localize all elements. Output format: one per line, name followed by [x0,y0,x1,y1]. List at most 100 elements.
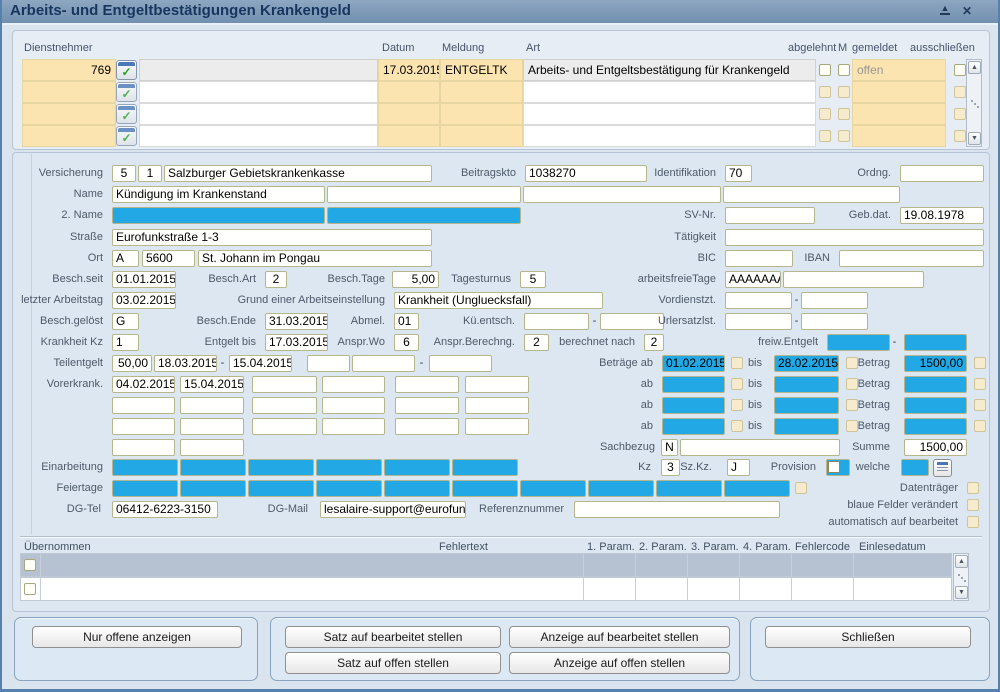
beschseit-field[interactable]: 01.01.2015 [112,271,176,288]
einarbeitung-field[interactable] [112,459,178,476]
sachbezug-kz-field[interactable]: N [661,439,678,456]
schliessen-button[interactable]: Schließen [765,626,971,648]
zname-field-2[interactable] [327,207,521,224]
blaue-felder-checkbox[interactable] [967,499,979,511]
error-table-scrollbar[interactable]: ▲ ▼ [953,553,969,601]
grid-scrollbar[interactable]: ▲ ▼ [966,59,982,147]
kuentsch-von-field[interactable] [524,313,589,330]
versicherung-name-field[interactable]: Salzburger Gebietskrankenkasse [164,165,432,182]
identifikation-field[interactable]: 70 [725,165,752,182]
error-table-row[interactable] [20,553,952,577]
beitragskto-field[interactable]: 1038270 [525,165,647,182]
row-datum[interactable] [378,125,440,147]
row-name-cell[interactable] [139,103,378,125]
einarbeitung-field[interactable] [248,459,314,476]
ort-land-field[interactable]: A [112,250,139,267]
feiertage-field[interactable] [656,480,722,497]
betrag-checkbox-2[interactable] [974,378,986,390]
betrag-checkbox-3[interactable] [974,399,986,411]
vorerkrank-field[interactable] [180,418,244,435]
szkz-field[interactable]: J [727,459,750,476]
teilentgelt2-prozent-field[interactable] [307,355,350,372]
row-meldung[interactable] [440,81,523,103]
betraege-bis-checkbox-1[interactable] [846,357,858,369]
anspr-berechng-field[interactable]: 2 [524,334,549,351]
grund-field[interactable]: Krankheit (Ungluecksfall) [394,292,603,309]
betraege-ab-checkbox-2[interactable] [731,378,743,390]
satz-auf-offen-button[interactable]: Satz auf offen stellen [285,652,501,674]
row-dienstnehmer[interactable]: 769 [22,59,116,81]
kz-field[interactable]: 3 [661,459,680,476]
maximize-icon[interactable]: ▲ [940,3,950,15]
urlersatzlst-bis-field[interactable] [801,313,868,330]
teilentgelt-von-field[interactable]: 18.03.2015 [154,355,217,372]
vorerkrank-field[interactable] [322,397,385,414]
beschart-field[interactable]: 2 [265,271,287,288]
vorerkrank-field[interactable]: 15.04.2015 [180,376,244,393]
row-name-cell[interactable] [139,59,378,81]
feiertage-field[interactable] [384,480,450,497]
vorerkrank-field[interactable] [252,418,317,435]
vorerkrank-field[interactable] [395,376,459,393]
anspr-wo-field[interactable]: 6 [394,334,419,351]
vorerkrank-field[interactable] [322,418,385,435]
betraege-ab-field-1[interactable]: 01.02.2015 [662,355,725,372]
betraege-bis-field-4[interactable] [774,418,839,435]
row-datum[interactable] [378,81,440,103]
teilentgelt-prozent-field[interactable]: 50,00 [112,355,152,372]
vorerkrank-field[interactable] [112,418,175,435]
datentraeger-checkbox[interactable] [967,482,979,494]
betraege-bis-field-1[interactable]: 28.02.2015 [774,355,839,372]
satz-auf-bearbeitet-button[interactable]: Satz auf bearbeitet stellen [285,626,501,648]
ausschliessen-checkbox[interactable] [954,64,966,76]
ort-name-field[interactable]: St. Johann im Pongau [198,250,432,267]
teilentgelt-bis-field[interactable]: 15.04.2015 [229,355,292,372]
betraege-ab-field-3[interactable] [662,397,725,414]
ordng-field[interactable] [900,165,984,182]
vorerkrank-field[interactable] [395,397,459,414]
record-check-icon[interactable]: ✓ [116,104,137,124]
name-field-2[interactable] [327,186,521,203]
uebernommen-checkbox[interactable] [24,559,36,571]
sachbezug-text-field[interactable] [680,439,840,456]
row-art[interactable] [523,81,816,103]
row-dienstnehmer[interactable] [22,81,116,103]
feiertage-field[interactable] [452,480,518,497]
krankheit-kz-field[interactable]: 1 [112,334,139,351]
urlersatzlst-von-field[interactable] [725,313,792,330]
zname-field-1[interactable] [112,207,325,224]
row-name-cell[interactable] [139,81,378,103]
betraege-ab-field-4[interactable] [662,418,725,435]
row-gemeldet[interactable] [852,103,946,125]
row-dienstnehmer[interactable] [22,103,116,125]
row-gemeldet[interactable] [852,81,946,103]
vorerkrank-field[interactable] [180,397,244,414]
versicherung-field-1[interactable]: 5 [112,165,136,182]
row-gemeldet[interactable] [852,125,946,147]
betraege-bis-checkbox-3[interactable] [846,399,858,411]
betraege-ab-checkbox-4[interactable] [731,420,743,432]
einarbeitung-field[interactable] [452,459,518,476]
berechnet-nach-field[interactable]: 2 [644,334,664,351]
vorerkrank-field[interactable] [252,397,317,414]
vordienstzt-von-field[interactable] [725,292,792,309]
vorerkrank-field[interactable] [465,397,529,414]
row-dienstnehmer[interactable] [22,125,116,147]
name-field-3[interactable] [523,186,721,203]
tagesturnus-field[interactable]: 5 [520,271,546,288]
einarbeitung-field[interactable] [384,459,450,476]
beschtage-field[interactable]: 5,00 [392,271,439,288]
ort-plz-field[interactable]: 5600 [142,250,195,267]
betrag-field-3[interactable] [904,397,967,414]
row-art[interactable]: Arbeits- und Entgeltsbestätigung für Kra… [523,59,816,81]
beschgeloest-field[interactable]: G [112,313,139,330]
row-meldung[interactable] [440,103,523,125]
vordienstzt-bis-field[interactable] [801,292,868,309]
vorerkrank-field[interactable]: 04.02.2015 [112,376,175,393]
close-icon[interactable]: ✕ [961,4,973,18]
row-art[interactable] [523,125,816,147]
scroll-down-icon[interactable]: ▼ [955,586,968,599]
vorerkrank-field[interactable] [252,376,317,393]
uebernommen-checkbox[interactable] [24,583,36,595]
freiw-entgelt-von-field[interactable] [827,334,890,351]
